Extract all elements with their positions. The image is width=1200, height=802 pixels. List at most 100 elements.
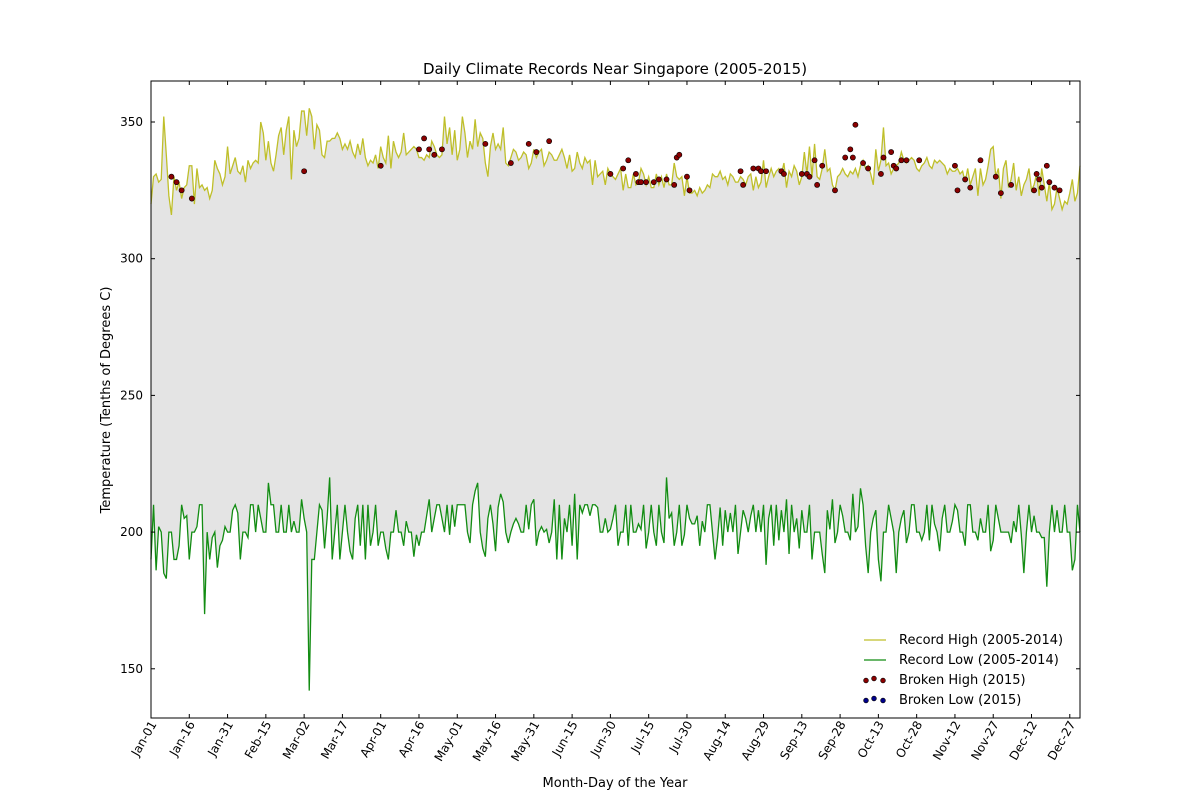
legend-label: Record High (2005-2014): [899, 633, 1063, 648]
data-point: [416, 146, 422, 153]
plot-area: [150, 108, 1081, 691]
series-markers: [168, 121, 1063, 202]
data-point: [525, 140, 532, 147]
legend-label: Record Low (2005-2014): [899, 653, 1059, 668]
data-point: [620, 165, 627, 172]
data-point: [178, 187, 185, 194]
data-point: [847, 146, 854, 153]
data-point: [625, 157, 632, 164]
data-point: [763, 168, 769, 175]
legend-marker: [863, 677, 869, 684]
legend-item: Broken Low (2015): [863, 693, 1021, 708]
y-tick-label: 150: [120, 662, 143, 676]
legend-label: Broken High (2015): [899, 673, 1026, 688]
data-point: [898, 157, 905, 164]
data-point: [1051, 184, 1058, 191]
data-point: [758, 168, 764, 175]
data-point: [655, 176, 662, 183]
series-line-1: [150, 477, 1081, 691]
legend-marker: [880, 697, 886, 704]
data-point: [967, 184, 974, 191]
data-point: [781, 171, 787, 177]
data-point: [1036, 176, 1043, 183]
data-point: [954, 187, 961, 194]
data-point: [663, 176, 670, 183]
legend-marker: [871, 675, 877, 682]
data-point: [173, 179, 180, 186]
data-point: [607, 171, 614, 177]
data-point: [1031, 187, 1037, 194]
data-point: [426, 146, 433, 153]
y-tick-label: 350: [120, 115, 143, 129]
data-point: [421, 135, 427, 142]
y-axis: 150 200 250 300 350: [120, 115, 1080, 676]
data-point: [811, 157, 818, 164]
data-point: [806, 173, 813, 180]
data-point: [188, 195, 195, 202]
data-point: [903, 157, 910, 164]
data-point: [860, 160, 866, 166]
y-tick-label: 300: [120, 252, 143, 266]
data-point: [684, 173, 690, 180]
data-point: [865, 165, 872, 172]
data-point: [814, 181, 821, 188]
data-point: [1043, 162, 1050, 169]
y-axis-label: Temperature (Tenths of Degrees C): [99, 287, 114, 515]
data-point: [842, 154, 849, 161]
data-point: [1056, 187, 1063, 194]
data-point: [650, 179, 657, 186]
chart-title: Daily Climate Records Near Singapore (20…: [423, 60, 807, 78]
legend-marker: [871, 695, 877, 702]
data-point: [878, 171, 884, 177]
data-point: [750, 165, 757, 172]
data-point: [916, 157, 923, 164]
y-tick-label: 200: [120, 525, 143, 539]
data-point: [686, 187, 693, 194]
legend-item: Record Low (2005-2014): [864, 653, 1059, 668]
data-point: [671, 181, 678, 188]
y-tick-label: 250: [120, 388, 143, 402]
data-point: [168, 173, 175, 180]
data-point: [482, 140, 489, 147]
data-point: [1038, 184, 1045, 191]
data-point: [992, 173, 999, 180]
record-range-fill: [151, 108, 1080, 691]
data-point: [507, 160, 514, 166]
data-point: [633, 171, 639, 177]
data-point: [977, 157, 984, 164]
data-point: [676, 151, 683, 158]
data-point: [638, 179, 644, 186]
data-point: [643, 179, 650, 186]
data-point: [546, 138, 553, 145]
data-point: [439, 146, 445, 153]
legend-marker: [863, 697, 869, 704]
data-point: [888, 149, 895, 155]
legend: Record High (2005-2014) Record Low (2005-…: [863, 633, 1063, 708]
data-point: [740, 181, 747, 188]
data-point: [377, 162, 384, 169]
data-point: [880, 154, 887, 161]
data-point: [997, 190, 1004, 196]
data-point: [1008, 181, 1014, 188]
data-point: [1033, 171, 1040, 177]
series-lines: [150, 108, 1081, 691]
data-point: [798, 171, 805, 177]
data-point: [819, 162, 826, 169]
data-point: [431, 151, 438, 158]
data-point: [1046, 179, 1053, 186]
data-point: [533, 149, 540, 155]
legend-label: Broken Low (2015): [899, 693, 1021, 708]
series-line-0: [150, 108, 1081, 216]
data-point: [832, 187, 838, 194]
axes-frame: [150, 80, 1081, 719]
data-point: [737, 168, 744, 175]
data-point: [852, 121, 859, 128]
data-point: [962, 176, 969, 183]
data-point: [952, 162, 958, 169]
x-axis-label: Month-Day of the Year: [543, 776, 689, 791]
legend-item: Record High (2005-2014): [864, 633, 1063, 648]
legend-marker: [880, 677, 886, 684]
data-point: [893, 165, 900, 172]
